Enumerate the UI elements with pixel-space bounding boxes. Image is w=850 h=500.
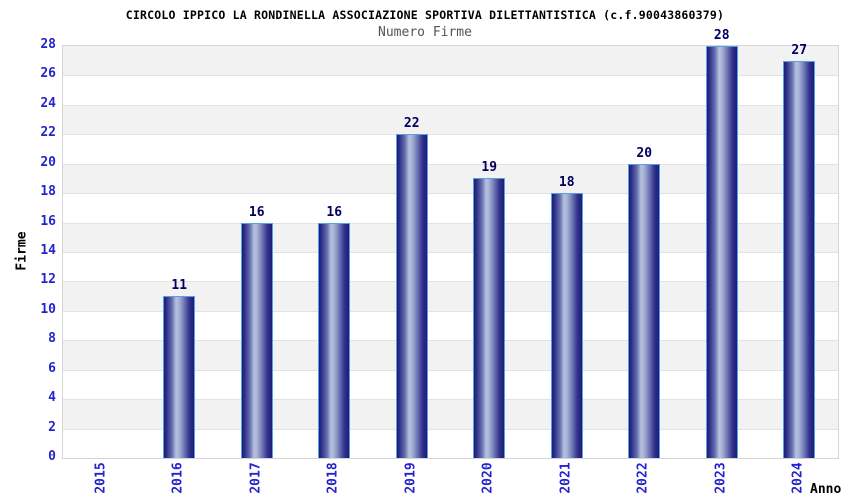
gridline bbox=[63, 340, 838, 342]
bar-2024 bbox=[783, 60, 816, 458]
bar-2019 bbox=[395, 134, 428, 458]
gridline bbox=[63, 104, 838, 106]
bar-2020 bbox=[473, 178, 506, 458]
y-tick-label: 10 bbox=[40, 301, 56, 317]
x-tick-label: 2019 bbox=[403, 462, 419, 494]
y-tick-label: 20 bbox=[40, 154, 56, 170]
bar-value-label: 16 bbox=[248, 204, 265, 220]
plot-area: 11 16 16 22 19 18 20 28 27 bbox=[62, 28, 839, 459]
x-tick-label: 2021 bbox=[558, 462, 574, 494]
bar-value-label: 18 bbox=[558, 175, 575, 191]
y-tick-label: 8 bbox=[48, 331, 56, 347]
y-tick-label: 14 bbox=[40, 243, 56, 258]
x-tick-label: 2018 bbox=[325, 462, 341, 494]
bar-2021 bbox=[550, 193, 583, 458]
bar-value-label: 28 bbox=[713, 28, 730, 43]
x-tick-label: 2022 bbox=[635, 462, 651, 494]
bar-2022 bbox=[628, 163, 661, 458]
y-tick-label: 0 bbox=[48, 449, 56, 464]
y-tick-label: 4 bbox=[48, 390, 56, 406]
gridline bbox=[63, 399, 838, 401]
gridline bbox=[63, 281, 838, 283]
bar-2016 bbox=[163, 296, 196, 458]
y-tick-label: 2 bbox=[48, 419, 56, 435]
bar-2017 bbox=[240, 222, 273, 458]
x-tick-label: 2024 bbox=[790, 462, 806, 494]
bar-value-label: 20 bbox=[636, 145, 653, 161]
gridline bbox=[63, 428, 838, 430]
bar-value-label: 11 bbox=[171, 278, 188, 294]
x-tick-label: 2015 bbox=[93, 462, 109, 494]
y-tick-label: 22 bbox=[40, 125, 56, 141]
bar-value-label: 27 bbox=[791, 42, 808, 58]
x-tick-label: 2017 bbox=[248, 462, 264, 494]
bar-2023 bbox=[705, 46, 738, 458]
y-tick-label: 12 bbox=[40, 272, 56, 288]
gridline bbox=[63, 222, 838, 224]
bar-value-label: 22 bbox=[403, 116, 420, 132]
gridline bbox=[63, 75, 838, 77]
x-tick-label: 2020 bbox=[480, 462, 496, 494]
bar-value-label: 16 bbox=[326, 204, 343, 220]
gridline bbox=[63, 193, 838, 195]
y-tick-label: 28 bbox=[40, 37, 56, 52]
x-tick-label: 2016 bbox=[170, 462, 186, 494]
gridline bbox=[63, 369, 838, 371]
gridline bbox=[63, 310, 838, 312]
gridline bbox=[63, 134, 838, 136]
gridline bbox=[63, 252, 838, 253]
y-tick-label: 18 bbox=[40, 184, 56, 200]
x-tick-label: 2023 bbox=[713, 462, 729, 494]
chart-title: CIRCOLO IPPICO LA RONDINELLA ASSOCIAZION… bbox=[125, 8, 725, 22]
x-axis-label: Anno bbox=[810, 482, 842, 497]
y-tick-label: 24 bbox=[40, 95, 56, 111]
gridline bbox=[63, 163, 838, 165]
y-tick-label: 16 bbox=[40, 213, 56, 229]
bar-2018 bbox=[318, 222, 351, 458]
y-tick-label: 6 bbox=[48, 360, 56, 376]
bar-value-label: 19 bbox=[481, 160, 498, 176]
chart-subtitle: Numero Firme bbox=[378, 25, 472, 40]
y-tick-label: 26 bbox=[40, 66, 56, 82]
